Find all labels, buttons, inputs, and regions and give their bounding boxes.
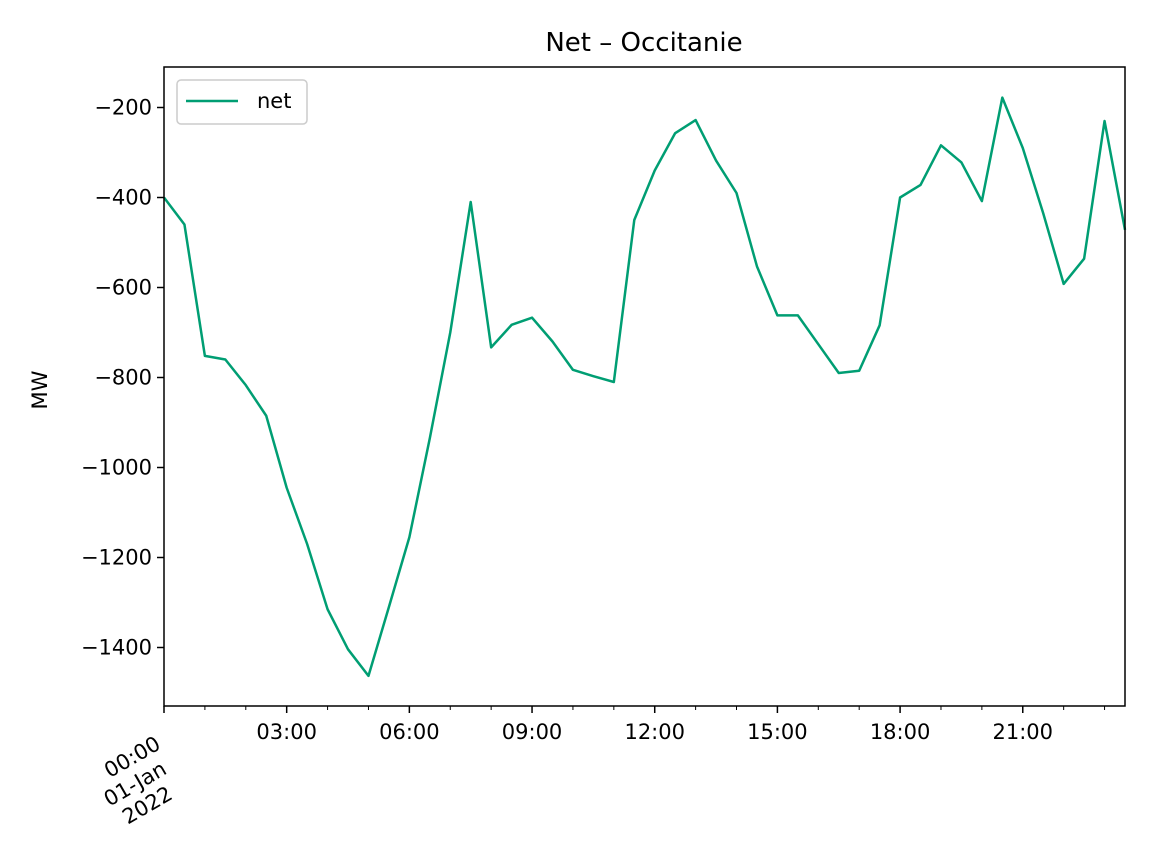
y-axis-label: MW <box>28 370 52 409</box>
y-tick-label: −1200 <box>81 546 152 570</box>
legend: net <box>176 79 308 125</box>
legend-box <box>176 79 308 125</box>
y-axis-ticks: −200 −400 −600 −800 −1000 −1200 −1400 <box>81 96 164 660</box>
y-tick-label: −1400 <box>81 636 152 660</box>
chart-title: Net – Occitanie <box>545 28 742 58</box>
legend-label-net: net <box>257 89 291 113</box>
plot-frame <box>163 66 1126 707</box>
x-tick-label: 15:00 <box>747 720 808 744</box>
plot-area <box>163 96 1127 678</box>
y-tick-label: −200 <box>94 96 152 120</box>
series-line-net <box>163 96 1127 678</box>
y-tick-label: −400 <box>94 186 152 210</box>
x-tick-label: 03:00 <box>256 720 317 744</box>
x-tick-label: 18:00 <box>870 720 931 744</box>
y-tick-label: −800 <box>94 366 152 390</box>
x-tick-label: 12:00 <box>624 720 685 744</box>
x-tick-label: 09:00 <box>502 720 563 744</box>
y-tick-label: −600 <box>94 276 152 300</box>
x-tick-label: 06:00 <box>379 720 440 744</box>
x-tick-label: 21:00 <box>993 720 1054 744</box>
y-tick-label: −1000 <box>81 456 152 480</box>
